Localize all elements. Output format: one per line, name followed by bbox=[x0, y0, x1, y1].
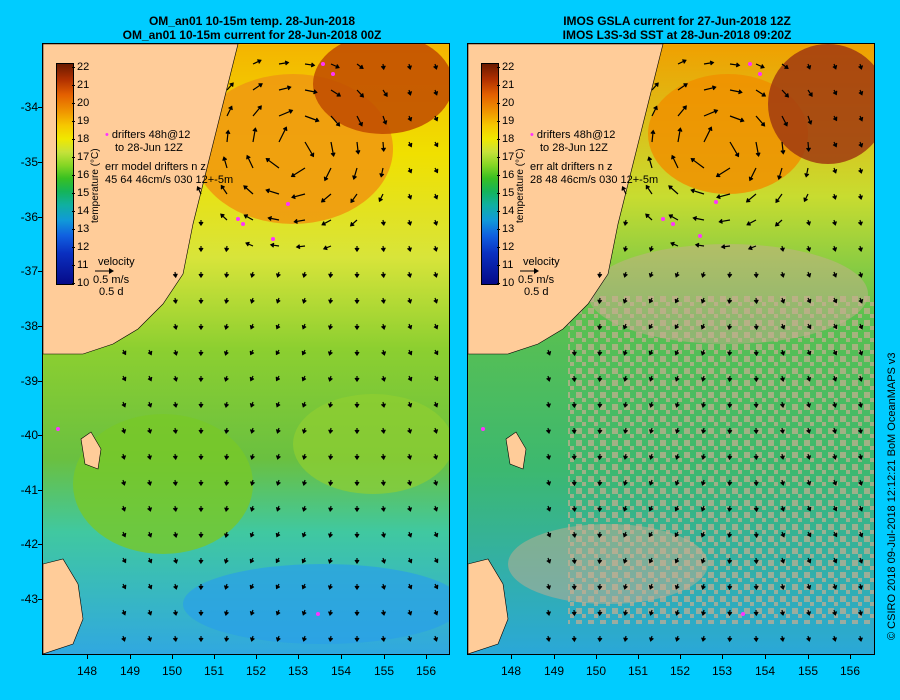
lon-tick: 150 bbox=[157, 655, 187, 678]
left-map-panel[interactable]: 22 21 20 19 18 17 16 15 14 13 12 11 10 t… bbox=[42, 43, 450, 655]
left-title-line1: OM_an01 10-15m temp. 28-Jun-2018 bbox=[148, 14, 356, 28]
legend-line1: drifters 48h@12 bbox=[111, 129, 191, 141]
right-map-svg bbox=[468, 44, 874, 654]
drifters-left bbox=[56, 62, 335, 616]
lon-tick: 156 bbox=[835, 655, 865, 678]
cloud-mask-2 bbox=[508, 524, 708, 604]
right-drifter-legend: • drifters 48h@12 to 28-Jun 12Z err alt … bbox=[530, 129, 658, 187]
legend-line1: drifters 48h@12 bbox=[536, 129, 616, 141]
green-patch bbox=[73, 414, 253, 554]
left-map-svg bbox=[43, 44, 449, 654]
lat-tick: -42 bbox=[2, 538, 42, 550]
velocity-duration: 0.5 d bbox=[99, 286, 124, 298]
left-panel-title: OM_an01 10-15m temp. 28-Jun-2018 OM_an01… bbox=[42, 14, 462, 42]
legend-line4: 28 48 46cm/s 030 12+-5m bbox=[530, 174, 659, 186]
tasmania-coast bbox=[43, 558, 84, 654]
right-title-line2: IMOS L3S-3d SST at 28-Jun-2018 09:20Z bbox=[562, 28, 792, 42]
lat-tick: -36 bbox=[2, 211, 42, 223]
lon-tick: 155 bbox=[369, 655, 399, 678]
right-map-panel[interactable]: 22 21 20 19 18 17 16 15 14 13 12 11 10 t… bbox=[467, 43, 875, 655]
lon-tick: 151 bbox=[623, 655, 653, 678]
legend-line4: 45 64 46cm/s 030 12+-5m bbox=[105, 174, 234, 186]
lat-tick: -41 bbox=[2, 484, 42, 496]
island-1 bbox=[80, 431, 102, 470]
island-right bbox=[505, 431, 527, 470]
velocity-arrow-icon bbox=[93, 268, 135, 274]
legend-line2: to 28-Jun 12Z bbox=[540, 142, 608, 154]
lon-tick: 151 bbox=[199, 655, 229, 678]
current-vectors-left bbox=[121, 59, 439, 643]
lon-tick: 148 bbox=[72, 655, 102, 678]
green-patch-2 bbox=[293, 394, 449, 494]
drifters-right bbox=[481, 62, 762, 616]
lon-tick: 154 bbox=[326, 655, 356, 678]
lat-tick: -38 bbox=[2, 320, 42, 332]
legend-line3: err model drifters n z bbox=[105, 161, 206, 173]
velocity-duration: 0.5 d bbox=[524, 286, 549, 298]
right-panel-title: IMOS GSLA current for 27-Jun-2018 12Z IM… bbox=[467, 14, 887, 42]
right-title-line1: IMOS GSLA current for 27-Jun-2018 12Z bbox=[563, 14, 791, 28]
lon-tick: 153 bbox=[283, 655, 313, 678]
velocity-speed: 0.5 m/s bbox=[518, 274, 555, 286]
legend-line2: to 28-Jun 12Z bbox=[115, 142, 183, 154]
lon-tick: 149 bbox=[539, 655, 569, 678]
mainland-coast bbox=[43, 44, 239, 355]
credit-text: © CSIRO 2018 09-Jul-2018 12:12:21 BoM Oc… bbox=[886, 352, 898, 640]
drifter-marker-icon: • bbox=[105, 129, 109, 141]
lon-tick: 152 bbox=[665, 655, 695, 678]
lat-tick: -37 bbox=[2, 265, 42, 277]
velocity-arrow-icon bbox=[518, 268, 560, 274]
right-velocity-key: velocity 0.5 m/s 0.5 d bbox=[518, 256, 560, 298]
velocity-label: velocity bbox=[98, 256, 135, 268]
lat-tick: -40 bbox=[2, 429, 42, 441]
lon-tick: 150 bbox=[581, 655, 611, 678]
hot-patch-sst bbox=[768, 44, 874, 164]
legend-line3: err alt drifters n z bbox=[530, 161, 613, 173]
lat-tick: -39 bbox=[2, 375, 42, 387]
velocity-label: velocity bbox=[523, 256, 560, 268]
lon-tick: 156 bbox=[411, 655, 441, 678]
drifter-marker-icon: • bbox=[530, 129, 534, 141]
lon-tick: 149 bbox=[115, 655, 145, 678]
lon-tick: 148 bbox=[496, 655, 526, 678]
left-drifter-legend: • drifters 48h@12 to 28-Jun 12Z err mode… bbox=[105, 129, 233, 187]
blue-patch bbox=[183, 564, 449, 644]
cloud-mask bbox=[588, 244, 868, 344]
hot-patch bbox=[313, 44, 449, 134]
current-vectors-right bbox=[545, 59, 864, 643]
left-velocity-key: velocity 0.5 m/s 0.5 d bbox=[93, 256, 135, 298]
lon-tick: 154 bbox=[750, 655, 780, 678]
lon-tick: 153 bbox=[707, 655, 737, 678]
lat-tick: -34 bbox=[2, 101, 42, 113]
lon-tick: 152 bbox=[241, 655, 271, 678]
lat-tick: -35 bbox=[2, 156, 42, 168]
velocity-speed: 0.5 m/s bbox=[93, 274, 130, 286]
lon-tick: 155 bbox=[793, 655, 823, 678]
left-title-line2: OM_an01 10-15m current for 28-Jun-2018 0… bbox=[122, 28, 382, 42]
mainland-coast-right bbox=[468, 44, 664, 355]
lat-tick: -43 bbox=[2, 593, 42, 605]
tasmania-coast-right bbox=[468, 558, 509, 654]
